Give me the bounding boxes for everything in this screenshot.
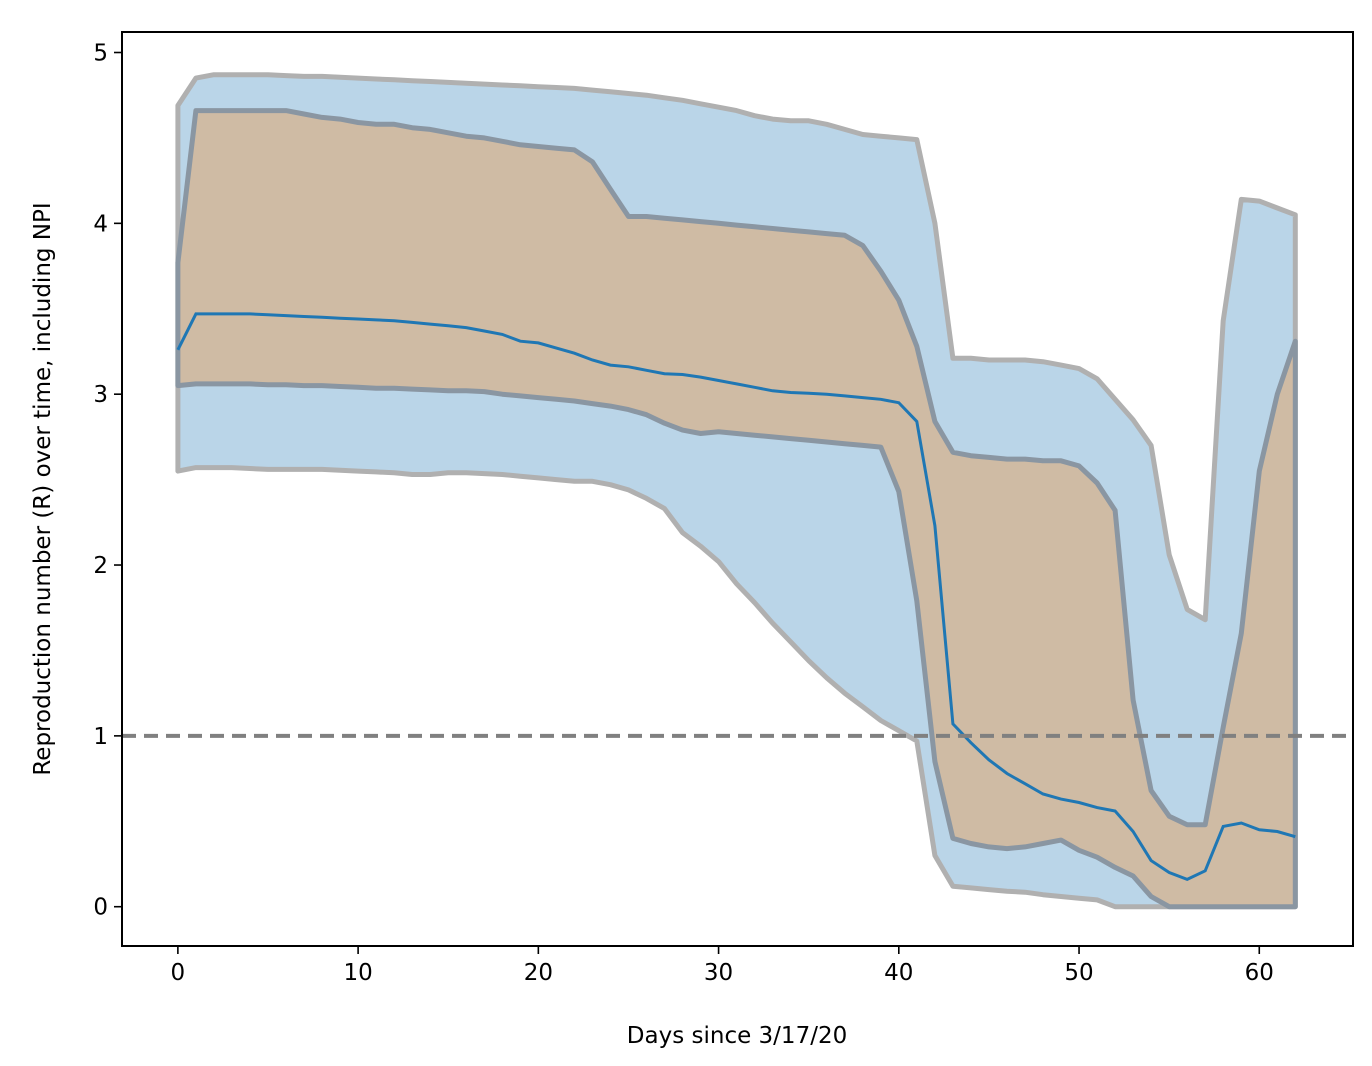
y-tick-label: 5: [93, 41, 108, 67]
median-line: [176, 312, 1296, 882]
interval-band: [175, 108, 1298, 910]
x-tick-label: 20: [524, 960, 553, 986]
y-tick-label: 0: [93, 895, 108, 921]
x-axis-label: Days since 3/17/20: [627, 1023, 847, 1049]
x-tick-label: 50: [1064, 960, 1093, 986]
x-tick-label: 40: [884, 960, 913, 986]
x-tick-label: 0: [171, 960, 186, 986]
x-tick-label: 10: [343, 960, 372, 986]
y-tick-label: 1: [93, 724, 108, 750]
axes-frame: [121, 31, 1354, 947]
x-tick-label: 30: [704, 960, 733, 986]
plot-area: [122, 72, 1353, 910]
y-tick-label: 2: [93, 553, 108, 579]
x-tick-label: 60: [1245, 960, 1274, 986]
y-tick-label: 3: [93, 382, 108, 408]
y-tick-label: 4: [93, 211, 108, 237]
y-axis-label: Reproduction number (R) over time, inclu…: [30, 202, 56, 775]
